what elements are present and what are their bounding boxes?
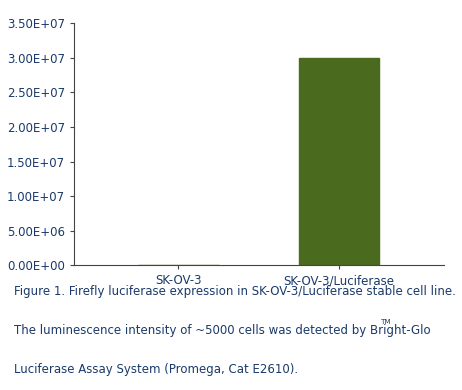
Text: The luminescence intensity of ~5000 cells was detected by Bright-Glo: The luminescence intensity of ~5000 cell… — [14, 324, 431, 337]
Bar — [299, 58, 379, 265]
Text: TM: TM — [381, 319, 391, 325]
Text: Luciferase Assay System (Promega, Cat E2610).: Luciferase Assay System (Promega, Cat E2… — [14, 363, 298, 376]
Text: Figure 1. Firefly luciferase expression in SK-OV-3/Luciferase stable cell line.: Figure 1. Firefly luciferase expression … — [14, 285, 456, 298]
Y-axis label: Relative luminometer units: Relative luminometer units — [0, 64, 1, 225]
